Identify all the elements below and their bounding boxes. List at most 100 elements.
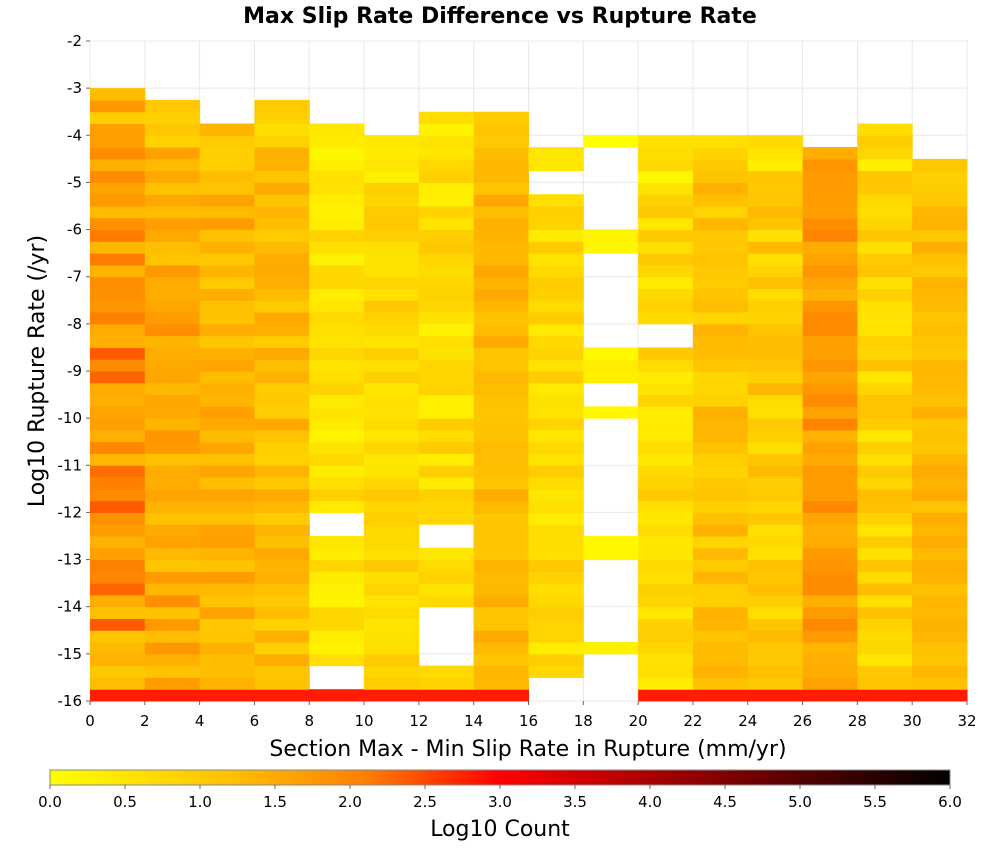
heatmap-cell xyxy=(692,217,749,231)
heatmap-cell xyxy=(638,170,694,183)
heatmap-cell xyxy=(199,300,255,313)
heatmap-cell xyxy=(418,241,475,254)
heatmap-cell xyxy=(692,406,749,419)
heatmap-cell xyxy=(90,382,146,396)
heatmap-cell xyxy=(254,111,310,124)
heatmap-cell xyxy=(802,606,858,619)
heatmap-cell xyxy=(692,571,749,584)
heatmap-cell xyxy=(199,524,255,537)
heatmap-cell xyxy=(802,347,858,360)
y-tick-label: -7 xyxy=(67,268,82,286)
heatmap-cell xyxy=(90,300,146,313)
x-tick-label: 28 xyxy=(848,712,867,730)
heatmap-cell xyxy=(692,441,749,454)
heatmap-cell xyxy=(254,618,310,631)
heatmap-cell xyxy=(638,559,694,572)
heatmap-cell xyxy=(473,441,529,454)
heatmap-cell xyxy=(418,147,475,160)
heatmap-cell xyxy=(364,347,420,360)
heatmap-cell xyxy=(418,323,475,337)
heatmap-cell xyxy=(802,288,858,301)
heatmap-cell xyxy=(692,264,749,278)
heatmap-cell xyxy=(418,182,475,195)
heatmap-cell xyxy=(90,594,146,608)
heatmap-cell xyxy=(364,241,420,254)
heatmap-cell xyxy=(473,276,529,289)
heatmap-cell xyxy=(309,264,365,278)
heatmap-cell xyxy=(254,559,310,572)
heatmap-cell xyxy=(692,524,749,537)
heatmap-cell xyxy=(364,500,420,513)
heatmap-cell xyxy=(857,194,913,207)
heatmap-cell xyxy=(90,335,146,348)
heatmap-cell xyxy=(747,559,804,572)
heatmap-cell xyxy=(364,559,420,572)
heatmap-cell xyxy=(528,147,584,160)
heatmap-cell xyxy=(857,123,913,136)
heatmap-cell xyxy=(528,300,584,313)
heatmap-cell xyxy=(309,288,365,301)
heatmap-cell xyxy=(638,276,694,289)
heatmap-cell xyxy=(583,642,639,655)
heatmap-cell xyxy=(418,547,475,561)
heatmap-cell xyxy=(418,158,475,172)
x-tick-label: 18 xyxy=(574,712,593,730)
heatmap-cell xyxy=(364,677,420,690)
heatmap-cell xyxy=(309,406,365,419)
heatmap-cell xyxy=(857,594,913,608)
heatmap-cell xyxy=(528,264,584,278)
heatmap-cell xyxy=(692,618,749,631)
heatmap-cell xyxy=(692,312,749,325)
x-tick-label: 6 xyxy=(250,712,260,730)
heatmap-cell xyxy=(364,606,420,619)
heatmap-cell xyxy=(912,689,968,702)
heatmap-cell xyxy=(692,394,749,407)
heatmap-cell xyxy=(583,359,639,372)
heatmap-cell xyxy=(144,406,201,419)
heatmap-cell xyxy=(199,536,255,549)
heatmap-cell xyxy=(912,359,968,372)
heatmap-cell xyxy=(747,394,804,407)
heatmap-cell xyxy=(528,571,584,584)
heatmap-cell xyxy=(692,453,749,466)
heatmap-cell xyxy=(199,335,255,348)
heatmap-cell xyxy=(747,500,804,513)
heatmap-cell xyxy=(528,512,584,525)
heatmap-cell xyxy=(857,206,913,219)
x-axis-label: Section Max - Min Slip Rate in Rupture (… xyxy=(269,737,786,762)
heatmap-cell xyxy=(638,182,694,195)
heatmap-cell xyxy=(912,630,968,643)
heatmap-cell xyxy=(802,465,858,478)
heatmap-cell xyxy=(90,99,146,113)
heatmap-cell xyxy=(144,158,201,172)
heatmap-cell xyxy=(364,182,420,195)
heatmap-cell xyxy=(912,571,968,584)
heatmap-cell xyxy=(638,594,694,608)
heatmap-cell xyxy=(692,500,749,513)
heatmap-cell xyxy=(528,547,584,561)
heatmap-cell xyxy=(144,594,201,608)
heatmap-cell xyxy=(802,335,858,348)
heatmap-cell xyxy=(90,394,146,407)
heatmap-cell xyxy=(473,253,529,266)
heatmap-cell xyxy=(528,241,584,254)
heatmap-cell xyxy=(747,253,804,266)
heatmap-cell xyxy=(528,359,584,372)
heatmap-cell xyxy=(638,465,694,478)
heatmap-cell xyxy=(857,653,913,667)
heatmap-cell xyxy=(199,606,255,619)
heatmap-cell xyxy=(802,512,858,525)
heatmap-cell xyxy=(473,312,529,325)
y-tick-label: -6 xyxy=(67,221,82,239)
heatmap-cell xyxy=(364,441,420,454)
x-tick-label: 0 xyxy=(85,712,95,730)
heatmap-cell xyxy=(912,677,968,690)
heatmap-cell xyxy=(473,323,529,337)
heatmap-cell xyxy=(528,488,584,502)
heatmap-cell xyxy=(473,335,529,348)
heatmap-cell xyxy=(857,382,913,396)
heatmap-cell xyxy=(857,547,913,561)
heatmap-cell xyxy=(747,406,804,419)
heatmap-cell xyxy=(638,512,694,525)
heatmap-cell xyxy=(912,241,968,254)
